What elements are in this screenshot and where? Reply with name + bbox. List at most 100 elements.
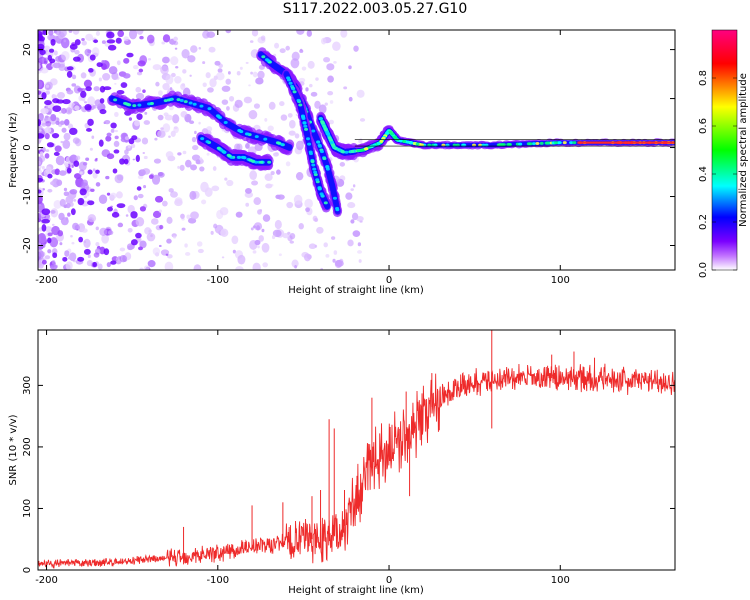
noise-blob-dark (131, 135, 138, 141)
noise-blob (245, 202, 250, 207)
ridge-core (320, 120, 325, 124)
noise-blob-dark (38, 133, 45, 139)
ridge-core (287, 78, 292, 82)
noise-blob (143, 265, 150, 270)
noise-blob (64, 163, 69, 168)
noise-blob (187, 55, 196, 63)
y-tick-label: 10 (22, 92, 33, 105)
noise-blob (180, 213, 185, 219)
noise-blob-dark (123, 158, 129, 165)
noise-blob (128, 30, 138, 40)
colorbar-tick-label: 0.0 (698, 262, 709, 278)
noise-blob (348, 96, 353, 102)
noise-blob (81, 37, 85, 42)
noise-blob (287, 113, 293, 118)
colorbar-ticks: 0.0 0.2 0.4 0.6 0.8 (698, 70, 737, 278)
noise-blob (271, 235, 276, 240)
ridge-core (402, 139, 407, 143)
ridge-core (302, 121, 307, 125)
noise-blob (47, 232, 53, 237)
noise-blob-dark (72, 56, 81, 62)
noise-blob-dark (99, 98, 105, 104)
noise-blob-dark (120, 82, 128, 88)
noise-blob-dark (83, 248, 91, 255)
noise-blob (116, 60, 121, 66)
noise-blob (47, 249, 52, 254)
noise-blob-dark (74, 39, 81, 46)
y-tick-label: 100 (22, 499, 33, 518)
noise-blob (137, 193, 144, 199)
noise-blob (209, 78, 217, 88)
noise-blob (267, 125, 274, 132)
noise-blob (295, 140, 304, 151)
noise-blob (87, 96, 96, 107)
noise-blob (47, 188, 53, 193)
ridge-core (320, 194, 325, 198)
noise-blob (41, 259, 47, 265)
noise-blob-dark (41, 224, 47, 232)
ridge-core (393, 135, 398, 139)
noise-blob (285, 45, 290, 51)
noise-blob-dark (47, 54, 53, 61)
noise-blob (310, 91, 318, 97)
noise-blob (200, 181, 209, 193)
noise-blob (202, 61, 206, 65)
noise-blob (38, 80, 43, 89)
noise-blob-dark (99, 108, 107, 115)
snr-background (38, 330, 675, 570)
noise-blob (99, 227, 108, 237)
noise-blob (164, 261, 174, 270)
noise-blob (257, 245, 260, 249)
noise-blob (249, 40, 254, 43)
noise-blob (327, 75, 334, 83)
noise-blob (92, 172, 98, 179)
noise-blob-dark (111, 211, 120, 218)
noise-blob (81, 228, 88, 233)
noise-blob (162, 34, 171, 43)
ridge-core (244, 132, 249, 136)
noise-blob (44, 117, 49, 121)
noise-blob (61, 51, 70, 61)
noise-blob-dark (62, 256, 68, 262)
noise-blob (264, 118, 268, 122)
noise-blob (67, 123, 74, 129)
noise-blob (139, 206, 147, 212)
noise-blob-dark (66, 167, 72, 174)
noise-blob (38, 129, 42, 132)
noise-blob (248, 84, 251, 87)
noise-blob (60, 37, 70, 49)
ridge-core (132, 104, 137, 108)
noise-blob (144, 111, 148, 115)
noise-blob (135, 216, 145, 227)
colorbar-label: Normalized spectral amplitude (738, 73, 749, 227)
noise-blob (198, 46, 202, 50)
noise-blob (257, 70, 265, 79)
noise-blob (133, 195, 138, 201)
ridge-core (557, 141, 562, 145)
noise-blob-dark (119, 158, 125, 165)
noise-blob (298, 77, 306, 83)
noise-blob-dark (92, 261, 97, 268)
ridge-core (335, 206, 340, 210)
noise-blob (356, 215, 364, 222)
ridge-core (569, 141, 574, 145)
noise-blob (38, 160, 42, 166)
noise-blob (359, 118, 366, 122)
snr-marks (38, 330, 675, 569)
noise-blob (52, 62, 61, 69)
noise-blob-dark (88, 68, 94, 73)
noise-blob (45, 120, 52, 127)
ridge-core (379, 139, 384, 143)
ridge-core (350, 149, 355, 153)
noise-blob (138, 169, 146, 177)
noise-blob (55, 120, 60, 125)
noise-blob (211, 185, 220, 192)
noise-blob (117, 222, 124, 228)
noise-blob (63, 119, 70, 126)
noise-blob (262, 262, 268, 268)
ridge-core (318, 117, 323, 121)
noise-blob (71, 164, 74, 168)
noise-blob (253, 197, 262, 206)
noise-blob (84, 101, 87, 104)
noise-blob-dark (42, 30, 47, 36)
